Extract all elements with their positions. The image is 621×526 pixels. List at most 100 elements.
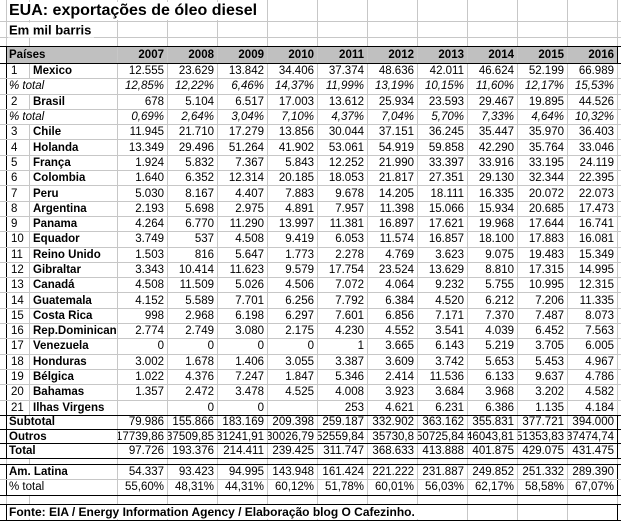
cell-value[interactable]: 0 [268,339,318,354]
cell-value[interactable]: 27.351 [418,171,468,186]
cell-value[interactable]: 6.386 [468,400,518,415]
cell-value[interactable]: 3.609 [368,354,418,369]
cell-value[interactable]: 4.786 [568,369,618,385]
cell-value[interactable]: 368.633 [368,444,418,458]
row-number[interactable]: 4 [7,140,30,155]
cell-value[interactable]: 251.332 [518,464,568,479]
cell-value[interactable]: 7.247 [218,369,268,385]
cell-value[interactable]: 20.685 [518,201,568,216]
cell-value[interactable]: 13.997 [268,216,318,232]
cell-value[interactable]: 413.888 [418,444,468,458]
cell-value[interactable]: 6.005 [568,339,618,354]
country-name[interactable]: Bahamas [30,385,118,400]
cell-value[interactable]: 56,03% [418,479,468,495]
cell-value[interactable]: 18.053 [318,171,368,186]
cell-value[interactable]: 12,22% [168,79,218,94]
cell-value[interactable]: 9.419 [268,232,318,247]
cell-value[interactable]: 2,64% [168,109,218,125]
cell-value[interactable]: 4.525 [268,385,318,400]
cell-value[interactable]: 7.601 [318,308,368,324]
cell-value[interactable]: 7.072 [318,278,368,293]
country-name[interactable]: Panama [30,216,118,232]
cell-value[interactable]: 1.135 [518,400,568,415]
cell-value[interactable]: 3.665 [368,339,418,354]
cell-value[interactable]: 0 [168,339,218,354]
cell-value[interactable]: 11.509 [168,278,218,293]
cell-value[interactable]: 23.524 [368,262,418,278]
row-label[interactable]: % total [7,109,118,125]
cell-value[interactable]: 3.002 [118,354,168,369]
cell-value[interactable]: 11,60% [468,79,518,94]
cell-value[interactable]: 19.483 [518,247,568,262]
cell-value[interactable]: 14.205 [368,186,418,201]
cell-value[interactable]: 15.066 [418,201,468,216]
cell-value[interactable]: 8.167 [168,186,218,201]
country-name[interactable]: Honduras [30,354,118,369]
cell-value[interactable]: 1.640 [118,171,168,186]
cell-value[interactable]: 46043,81 [468,430,518,444]
country-name[interactable]: Gibraltar [30,262,118,278]
cell-value[interactable]: 5.698 [168,201,218,216]
cell-value[interactable]: 10,15% [418,79,468,94]
cell-value[interactable]: 17.883 [518,232,568,247]
cell-value[interactable]: 29.467 [468,94,518,109]
cell-value[interactable]: 33.046 [568,140,618,155]
country-name[interactable]: Brasil [30,94,118,109]
cell-value[interactable]: 30.044 [318,125,368,140]
cell-value[interactable]: 10.995 [518,278,568,293]
cell-value[interactable]: 16.741 [568,216,618,232]
cell-value[interactable]: 6.212 [468,293,518,308]
cell-value[interactable] [268,400,318,415]
cell-value[interactable]: 5.832 [168,155,218,171]
country-name[interactable]: Mexico [30,64,118,79]
cell-value[interactable]: 5.653 [468,354,518,369]
cell-value[interactable]: 363.162 [418,415,468,430]
cell-value[interactable]: 429.075 [518,444,568,458]
cell-value[interactable]: 6.384 [368,293,418,308]
country-name[interactable]: Canadá [30,278,118,293]
cell-value[interactable]: 4.008 [318,385,368,400]
cell-value[interactable]: 2.472 [168,385,218,400]
cell-value[interactable]: 678 [118,94,168,109]
row-number[interactable]: 20 [7,385,30,400]
cell-value[interactable]: 0,69% [118,109,168,125]
cell-value[interactable]: 6.517 [218,94,268,109]
cell-value[interactable]: 4.230 [318,324,368,339]
cell-value[interactable]: 3.742 [418,354,468,369]
cell-value[interactable]: 183.169 [218,415,268,430]
country-name[interactable]: Costa Rica [30,308,118,324]
row-number[interactable]: 17 [7,339,30,354]
cell-value[interactable]: 10,32% [568,109,618,125]
cell-value[interactable]: 3.387 [318,354,368,369]
cell-value[interactable]: 4.508 [118,278,168,293]
cell-value[interactable]: 2.774 [118,324,168,339]
cell-value[interactable]: 37509,85 [168,430,218,444]
cell-value[interactable]: 25.934 [368,94,418,109]
cell-value[interactable]: 60,12% [268,479,318,495]
cell-value[interactable]: 3.623 [418,247,468,262]
cell-value[interactable]: 4.967 [568,354,618,369]
row-label[interactable]: % total [7,79,118,94]
cell-value[interactable]: 6,46% [218,79,268,94]
cell-value[interactable]: 6.452 [518,324,568,339]
row-number[interactable]: 10 [7,232,30,247]
cell-value[interactable]: 93.423 [168,464,218,479]
country-name[interactable]: Argentina [30,201,118,216]
row-number[interactable]: 11 [7,247,30,262]
cell-value[interactable]: 67,07% [568,479,618,495]
cell-value[interactable]: 33.916 [468,155,518,171]
country-name[interactable]: Ilhas Virgens [30,400,118,415]
country-name[interactable]: Equador [30,232,118,247]
cell-value[interactable]: 9.579 [268,262,318,278]
cell-value[interactable]: 19.895 [518,94,568,109]
cell-value[interactable]: 97.726 [118,444,168,458]
row-number[interactable]: 14 [7,293,30,308]
cell-value[interactable]: 13.856 [268,125,318,140]
cell-value[interactable]: 35.970 [518,125,568,140]
row-number[interactable]: 12 [7,262,30,278]
cell-value[interactable]: 36.245 [418,125,468,140]
cell-value[interactable]: 29.130 [468,171,518,186]
cell-value[interactable]: 4.264 [118,216,168,232]
cell-value[interactable]: 5.104 [168,94,218,109]
cell-value[interactable]: 4.039 [468,324,518,339]
